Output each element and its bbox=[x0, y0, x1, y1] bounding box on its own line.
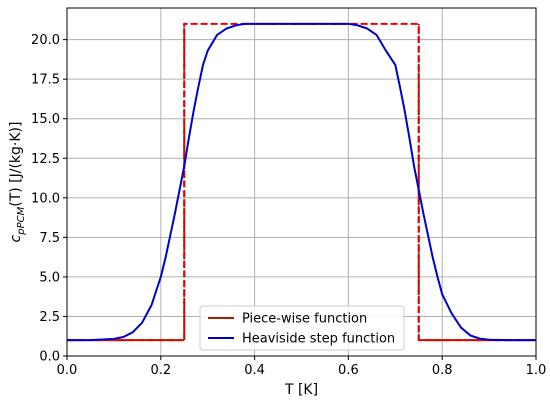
y-axis-ticks: 0.0 2.5 5.0 7.5 10.0 12.5 15.0 17.5 20.0 bbox=[31, 33, 67, 365]
y-tick-label: 0.0 bbox=[39, 350, 60, 365]
piecewise-function-line bbox=[67, 22, 536, 342]
plot-frame bbox=[66, 7, 537, 357]
legend-box bbox=[199, 305, 405, 351]
legend-label-piecewise: Piece-wise function bbox=[242, 312, 367, 327]
y-tick-label: 5.0 bbox=[39, 270, 60, 285]
y-tick-label: 17.5 bbox=[31, 73, 60, 88]
x-tick-label: 0.0 bbox=[57, 363, 78, 378]
y-tick-label: 2.5 bbox=[39, 310, 60, 325]
legend-label-heaviside: Heaviside step function bbox=[242, 332, 395, 347]
y-axis-label: cpPCM(T) [J/(kg·K)] bbox=[8, 122, 27, 243]
x-tick-label: 0.6 bbox=[338, 363, 359, 378]
x-axis-label: T [K] bbox=[284, 382, 318, 398]
x-tick-label: 1.0 bbox=[526, 363, 547, 378]
y-tick-label: 15.0 bbox=[31, 112, 60, 127]
y-tick-label: 7.5 bbox=[39, 231, 60, 246]
x-tick-label: 0.8 bbox=[432, 363, 453, 378]
series-lines bbox=[67, 22, 536, 342]
y-axis-label-rest: (T) [J/(kg·K)] bbox=[8, 122, 24, 207]
legend: Piece-wise function Heaviside step functi… bbox=[199, 305, 405, 351]
y-tick-label: 10.0 bbox=[31, 191, 60, 206]
y-axis-label-subscript: pPCM bbox=[16, 206, 27, 235]
grid-lines bbox=[66, 8, 537, 357]
x-tick-label: 0.2 bbox=[150, 363, 171, 378]
y-axis-label-symbol: c bbox=[8, 234, 24, 242]
heaviside-function-line bbox=[67, 22, 536, 342]
y-tick-label: 12.5 bbox=[31, 152, 60, 167]
y-tick-label: 20.0 bbox=[31, 33, 60, 48]
x-axis-ticks: 0.0 0.2 0.4 0.6 0.8 1.0 bbox=[57, 356, 547, 378]
x-tick-label: 0.4 bbox=[244, 363, 265, 378]
